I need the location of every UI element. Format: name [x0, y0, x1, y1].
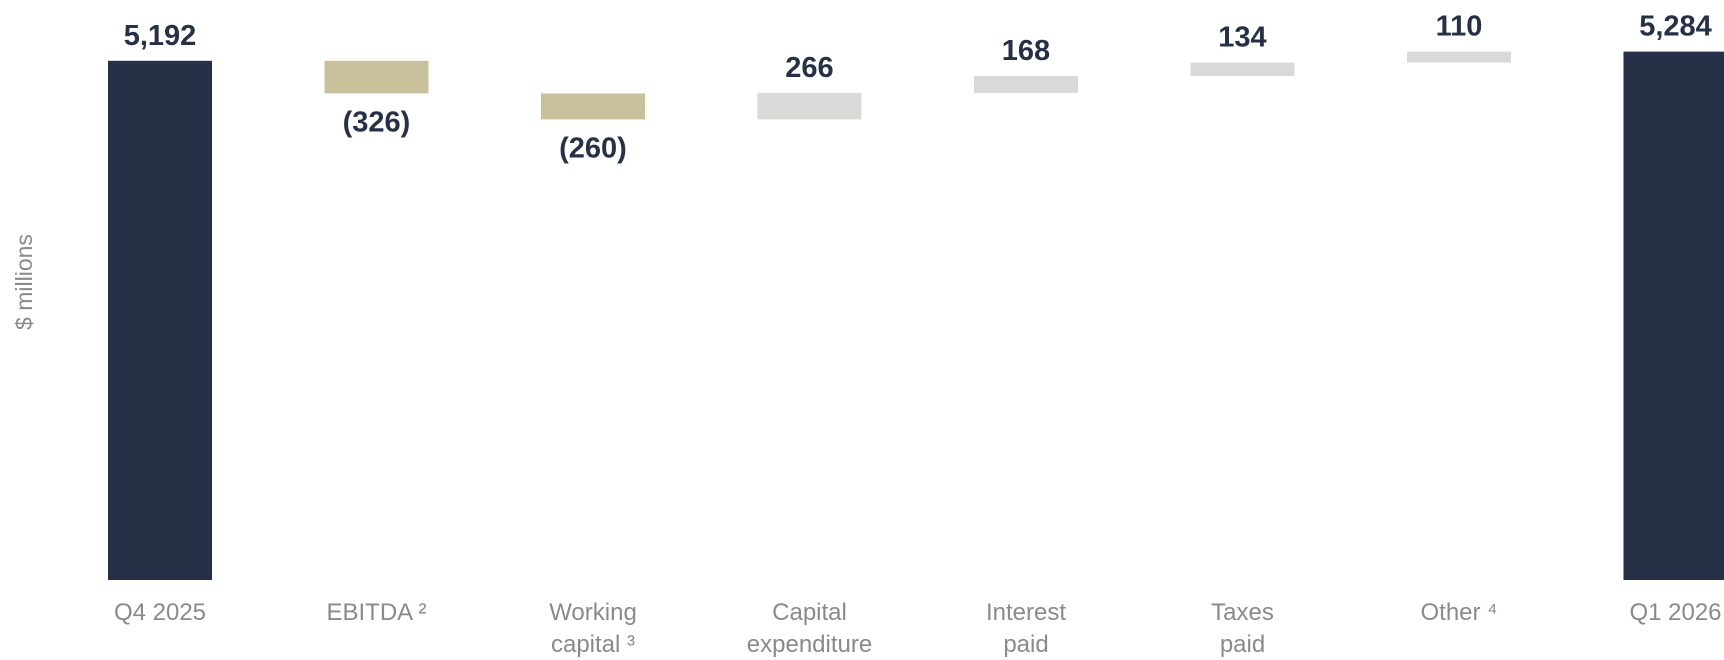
category-label-3: Working capital ³ — [549, 599, 637, 658]
category-label-line: Taxes — [1211, 599, 1274, 626]
category-label-line: capital ³ — [551, 631, 635, 658]
category-label-line: Interest — [986, 599, 1066, 626]
category-label-1: Q4 2025 — [114, 599, 206, 626]
value-label-4: 266 — [785, 52, 833, 84]
category-label-8: Q1 2026 — [1629, 599, 1721, 626]
category-label-7: Other ⁴ — [1420, 599, 1497, 626]
category-label-line: paid — [1220, 631, 1265, 658]
category-label-4: Capital expenditure — [747, 599, 872, 658]
bar-increase-6 — [1190, 62, 1295, 76]
value-label-7: 110 — [1436, 11, 1483, 43]
category-labels-group: Q4 2025 EBITDA ² Working capital ³ Capital ex… — [114, 599, 1722, 658]
bar-increase-5 — [974, 76, 1078, 93]
value-label-8: 5,284 — [1639, 11, 1712, 43]
category-label-line: expenditure — [747, 631, 872, 658]
bar-decrease-3 — [541, 93, 645, 120]
category-label-line: paid — [1003, 631, 1048, 658]
bar-total-1 — [108, 60, 212, 581]
category-label-line: Capital — [772, 599, 847, 626]
category-label-5: Interest paid — [986, 599, 1066, 658]
category-label-line: Working — [549, 599, 637, 626]
value-label-3: (260) — [559, 132, 627, 164]
value-labels-group: 5,192 (326) (260) 266 168 134 110 5,284 — [124, 11, 1712, 165]
category-label-line: EBITDA ² — [326, 599, 426, 626]
value-label-2: (326) — [343, 106, 411, 138]
value-label-5: 168 — [1002, 35, 1050, 67]
value-label-6: 134 — [1218, 22, 1266, 54]
category-label-line: Other ⁴ — [1420, 599, 1497, 626]
bar-increase-7 — [1407, 51, 1511, 63]
value-label-1: 5,192 — [124, 20, 197, 52]
bar-increase-4 — [757, 92, 862, 120]
category-label-line: Q4 2025 — [114, 599, 206, 626]
y-axis-label: $ millions — [11, 234, 37, 330]
bar-total-8 — [1623, 51, 1724, 581]
bars-group — [108, 51, 1724, 581]
category-label-2: EBITDA ² — [326, 599, 426, 626]
bar-decrease-2 — [324, 60, 429, 94]
category-label-line: Q1 2026 — [1629, 599, 1721, 626]
category-label-6: Taxes paid — [1211, 599, 1274, 658]
